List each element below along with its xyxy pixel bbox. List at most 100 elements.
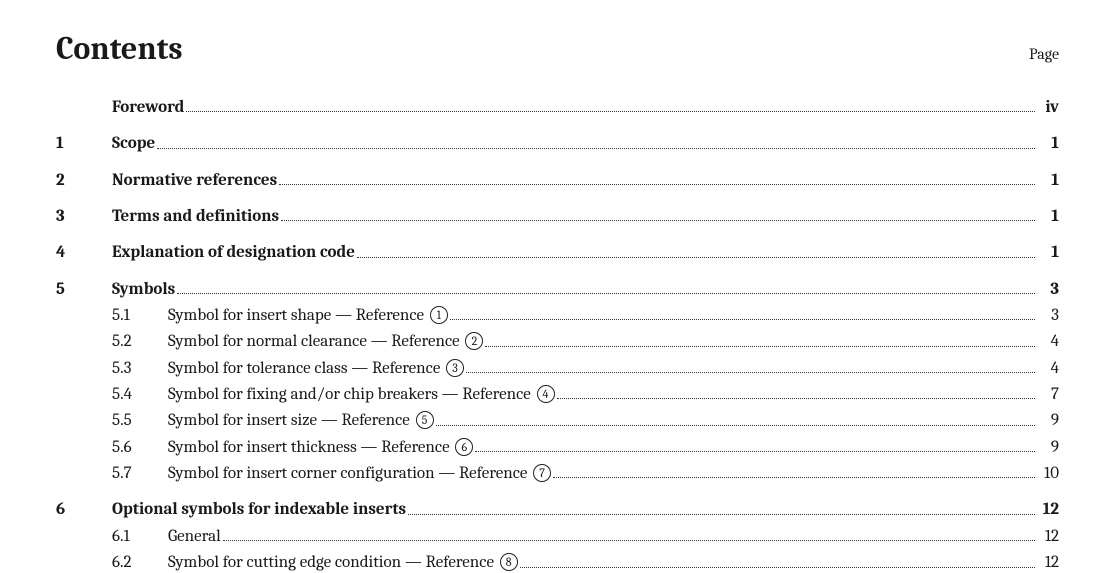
toc-gap	[56, 267, 1059, 277]
toc-section-number: 6	[56, 497, 112, 523]
toc-gap	[56, 121, 1059, 131]
toc-page-number: 3	[1037, 277, 1059, 303]
toc-page-number: 1	[1037, 168, 1059, 194]
toc-title-text: Symbol for fixing and/or chip breakers —…	[168, 385, 535, 404]
toc-title-text: Symbol for normal clearance — Reference	[168, 332, 463, 351]
toc-leader	[475, 451, 1035, 452]
circled-number-icon: 8	[500, 553, 518, 571]
toc-title: Symbol for insert size — Reference 5	[168, 408, 434, 434]
toc-subsection-number: 5.6	[112, 435, 168, 461]
toc-title: Symbol for normal clearance — Reference …	[168, 329, 483, 355]
toc-subsection-number: 6.1	[112, 524, 168, 550]
circled-number-icon: 2	[465, 332, 483, 350]
toc-section-number: 4	[56, 240, 112, 266]
toc-entry: 2Normative references 1	[56, 168, 1059, 194]
toc-gap	[56, 487, 1059, 497]
toc-subsection-number: 5.5	[112, 408, 168, 434]
toc-entry: 6Optional symbols for indexable inserts 1…	[56, 497, 1059, 523]
toc-title: Explanation of designation code	[112, 240, 355, 266]
toc-subentry: 5.7Symbol for insert corner configuratio…	[56, 461, 1059, 487]
page-column-label: Page	[1029, 45, 1059, 63]
toc-page-number: 4	[1037, 356, 1059, 382]
toc-section-number: 2	[56, 168, 112, 194]
toc-page-number: 12	[1037, 550, 1059, 573]
toc-leader	[408, 514, 1035, 515]
toc-entry: 1Scope1	[56, 131, 1059, 157]
toc-title-text: Symbol for insert shape — Reference	[168, 306, 428, 325]
toc-title: Symbol for cutting edge condition — Refe…	[168, 550, 518, 573]
toc-title-text: Symbol for tolerance class — Reference	[168, 359, 444, 378]
toc-subentry: 5.5Symbol for insert size — Reference 5 9	[56, 408, 1059, 434]
toc-entry: Forewordiv	[56, 95, 1059, 121]
toc-title-text: General	[168, 527, 221, 546]
toc-subsection-number: 5.7	[112, 461, 168, 487]
toc-page-number: 1	[1037, 131, 1059, 157]
toc-subentry: 5.4Symbol for fixing and/or chip breaker…	[56, 382, 1059, 408]
toc-leader	[557, 398, 1036, 399]
toc-subsection-number: 5.2	[112, 329, 168, 355]
toc-gap	[56, 230, 1059, 240]
toc-subentry: 6.2Symbol for cutting edge condition — R…	[56, 550, 1059, 573]
circled-number-icon: 1	[430, 306, 448, 324]
toc-title: Normative references	[112, 168, 277, 194]
toc-page-number: 12	[1037, 524, 1059, 550]
toc-title-text: Symbol for insert size — Reference	[168, 411, 414, 430]
contents-heading: Contents	[56, 30, 183, 67]
toc-section-number: 5	[56, 277, 112, 303]
toc-entry: 5Symbols3	[56, 277, 1059, 303]
toc-title: Symbol for fixing and/or chip breakers —…	[168, 382, 555, 408]
circled-number-icon: 6	[455, 438, 473, 456]
toc-leader	[186, 111, 1035, 112]
toc-gap	[56, 194, 1059, 204]
toc-title: Symbol for insert corner configuration —…	[168, 461, 551, 487]
toc-title: Optional symbols for indexable inserts	[112, 497, 406, 523]
toc-title-text: Symbol for cutting edge condition — Refe…	[168, 553, 498, 572]
toc-title: Symbol for tolerance class — Reference 3	[168, 356, 464, 382]
toc-subentry: 5.3Symbol for tolerance class — Referenc…	[56, 356, 1059, 382]
toc-leader	[223, 540, 1035, 541]
toc-subsection-number: 5.1	[112, 303, 168, 329]
circled-number-icon: 7	[533, 464, 551, 482]
toc-leader	[281, 220, 1035, 221]
toc-page-number: 10	[1037, 461, 1059, 487]
toc-subentry: 5.1Symbol for insert shape — Reference 1…	[56, 303, 1059, 329]
toc-subsection-number: 5.3	[112, 356, 168, 382]
toc-leader	[466, 372, 1035, 373]
toc-page-number: 7	[1037, 382, 1059, 408]
toc-leader	[357, 257, 1035, 258]
toc-title: Foreword	[112, 95, 184, 121]
toc-page-number: 12	[1037, 497, 1059, 523]
toc-subsection-number: 5.4	[112, 382, 168, 408]
toc-page-number: 4	[1037, 329, 1059, 355]
toc-leader	[436, 425, 1035, 426]
toc-page-number: 1	[1037, 204, 1059, 230]
toc-subentry: 5.2Symbol for normal clearance — Referen…	[56, 329, 1059, 355]
toc-leader	[177, 293, 1035, 294]
toc-title: Terms and definitions	[112, 204, 279, 230]
header-row: Contents Page	[56, 30, 1059, 67]
toc-gap	[56, 158, 1059, 168]
toc-subsection-number: 6.2	[112, 550, 168, 573]
toc-title: General	[168, 524, 221, 550]
toc-subentry: 5.6Symbol for insert thickness — Referen…	[56, 435, 1059, 461]
toc-section-number: 1	[56, 131, 112, 157]
toc-leader	[485, 346, 1035, 347]
toc-title-text: Symbol for insert corner configuration —…	[168, 464, 531, 483]
toc-title: Scope	[112, 131, 155, 157]
toc-leader	[450, 319, 1035, 320]
toc-page-number: 9	[1037, 408, 1059, 434]
toc-page: Contents Page Forewordiv1Scope12Normativ…	[0, 0, 1115, 573]
circled-number-icon: 3	[446, 359, 464, 377]
toc-title: Symbol for insert shape — Reference 1	[168, 303, 448, 329]
toc-leader	[520, 567, 1035, 568]
circled-number-icon: 5	[416, 411, 434, 429]
toc-page-number: 1	[1037, 240, 1059, 266]
toc-title: Symbol for insert thickness — Reference …	[168, 435, 473, 461]
toc-leader	[279, 184, 1035, 185]
circled-number-icon: 4	[537, 385, 555, 403]
toc-entry: 4Explanation of designation code 1	[56, 240, 1059, 266]
toc-subentry: 6.1General 12	[56, 524, 1059, 550]
toc-leader	[553, 477, 1035, 478]
toc-title-text: Symbol for insert thickness — Reference	[168, 438, 453, 457]
toc-list: Forewordiv1Scope12Normative references13…	[56, 95, 1059, 573]
